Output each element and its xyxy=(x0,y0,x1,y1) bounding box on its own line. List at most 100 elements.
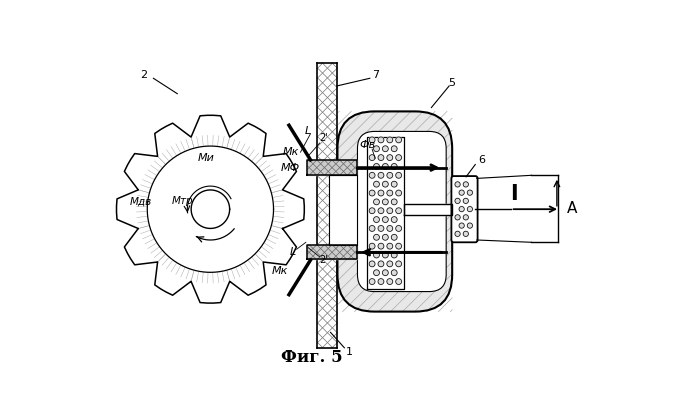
Text: 2': 2' xyxy=(319,133,328,143)
Circle shape xyxy=(467,190,473,195)
Circle shape xyxy=(378,137,384,143)
Circle shape xyxy=(369,208,375,214)
Circle shape xyxy=(467,223,473,228)
Circle shape xyxy=(373,146,380,151)
Circle shape xyxy=(382,181,388,187)
Text: I: I xyxy=(510,184,517,204)
Circle shape xyxy=(387,278,393,285)
Circle shape xyxy=(378,261,384,267)
Circle shape xyxy=(387,243,393,249)
Circle shape xyxy=(382,146,388,151)
Text: Мтр: Мтр xyxy=(172,196,194,207)
Circle shape xyxy=(382,199,388,205)
Circle shape xyxy=(391,252,397,258)
Circle shape xyxy=(373,252,380,258)
Circle shape xyxy=(387,137,393,143)
Circle shape xyxy=(455,231,460,237)
FancyBboxPatch shape xyxy=(452,176,477,242)
Circle shape xyxy=(459,223,464,228)
Circle shape xyxy=(369,243,375,249)
Circle shape xyxy=(369,190,375,196)
Text: 2': 2' xyxy=(319,255,328,265)
Polygon shape xyxy=(405,204,452,215)
Circle shape xyxy=(396,172,402,178)
Text: МФ: МФ xyxy=(281,164,300,173)
Circle shape xyxy=(387,261,393,267)
Circle shape xyxy=(373,181,380,187)
Circle shape xyxy=(391,164,397,169)
Circle shape xyxy=(373,217,380,222)
Circle shape xyxy=(382,252,388,258)
Text: L: L xyxy=(305,126,311,136)
Circle shape xyxy=(463,215,468,220)
Circle shape xyxy=(378,243,384,249)
Text: 6: 6 xyxy=(478,155,485,165)
Circle shape xyxy=(391,270,397,276)
Circle shape xyxy=(378,278,384,285)
Circle shape xyxy=(373,199,380,205)
Polygon shape xyxy=(317,63,338,348)
Circle shape xyxy=(396,155,402,161)
Polygon shape xyxy=(329,175,356,245)
Circle shape xyxy=(387,208,393,214)
Circle shape xyxy=(369,155,375,161)
Circle shape xyxy=(369,172,375,178)
Text: 1: 1 xyxy=(345,347,352,357)
Text: Фв: Фв xyxy=(359,139,375,149)
Polygon shape xyxy=(191,190,230,228)
Circle shape xyxy=(373,270,380,276)
Text: Мдв: Мдв xyxy=(129,196,152,207)
Circle shape xyxy=(396,137,402,143)
Circle shape xyxy=(455,182,460,187)
Circle shape xyxy=(382,270,388,276)
Circle shape xyxy=(369,137,375,143)
Circle shape xyxy=(387,225,393,232)
Text: 2: 2 xyxy=(140,70,147,80)
Text: Мк: Мк xyxy=(271,266,288,276)
Text: 5: 5 xyxy=(449,78,456,88)
Circle shape xyxy=(391,199,397,205)
Polygon shape xyxy=(368,137,405,288)
Circle shape xyxy=(378,225,384,232)
Polygon shape xyxy=(308,161,356,175)
Polygon shape xyxy=(308,245,356,259)
Circle shape xyxy=(463,182,468,187)
Text: Фиг. 5: Фиг. 5 xyxy=(281,349,343,366)
Circle shape xyxy=(396,190,402,196)
Text: Ми: Ми xyxy=(197,153,214,163)
Circle shape xyxy=(391,234,397,240)
Circle shape xyxy=(369,225,375,232)
Circle shape xyxy=(467,207,473,212)
Circle shape xyxy=(382,234,388,240)
Circle shape xyxy=(459,190,464,195)
Text: Мк: Мк xyxy=(282,147,298,157)
Circle shape xyxy=(373,234,380,240)
Circle shape xyxy=(387,155,393,161)
Circle shape xyxy=(378,190,384,196)
Circle shape xyxy=(391,217,397,222)
Circle shape xyxy=(382,164,388,169)
Circle shape xyxy=(463,198,468,203)
Circle shape xyxy=(387,172,393,178)
Circle shape xyxy=(373,164,380,169)
Circle shape xyxy=(396,278,402,285)
Circle shape xyxy=(378,155,384,161)
Text: A: A xyxy=(567,201,577,216)
Circle shape xyxy=(382,217,388,222)
Circle shape xyxy=(396,261,402,267)
Circle shape xyxy=(396,208,402,214)
Circle shape xyxy=(391,146,397,151)
Polygon shape xyxy=(147,146,273,272)
Circle shape xyxy=(378,208,384,214)
FancyBboxPatch shape xyxy=(357,132,446,292)
Circle shape xyxy=(455,198,460,203)
Circle shape xyxy=(463,231,468,237)
Circle shape xyxy=(387,190,393,196)
Text: 7: 7 xyxy=(372,70,379,80)
Polygon shape xyxy=(117,115,304,303)
Circle shape xyxy=(396,243,402,249)
Circle shape xyxy=(396,225,402,232)
Circle shape xyxy=(378,172,384,178)
Text: L: L xyxy=(289,247,296,257)
Circle shape xyxy=(455,215,460,220)
